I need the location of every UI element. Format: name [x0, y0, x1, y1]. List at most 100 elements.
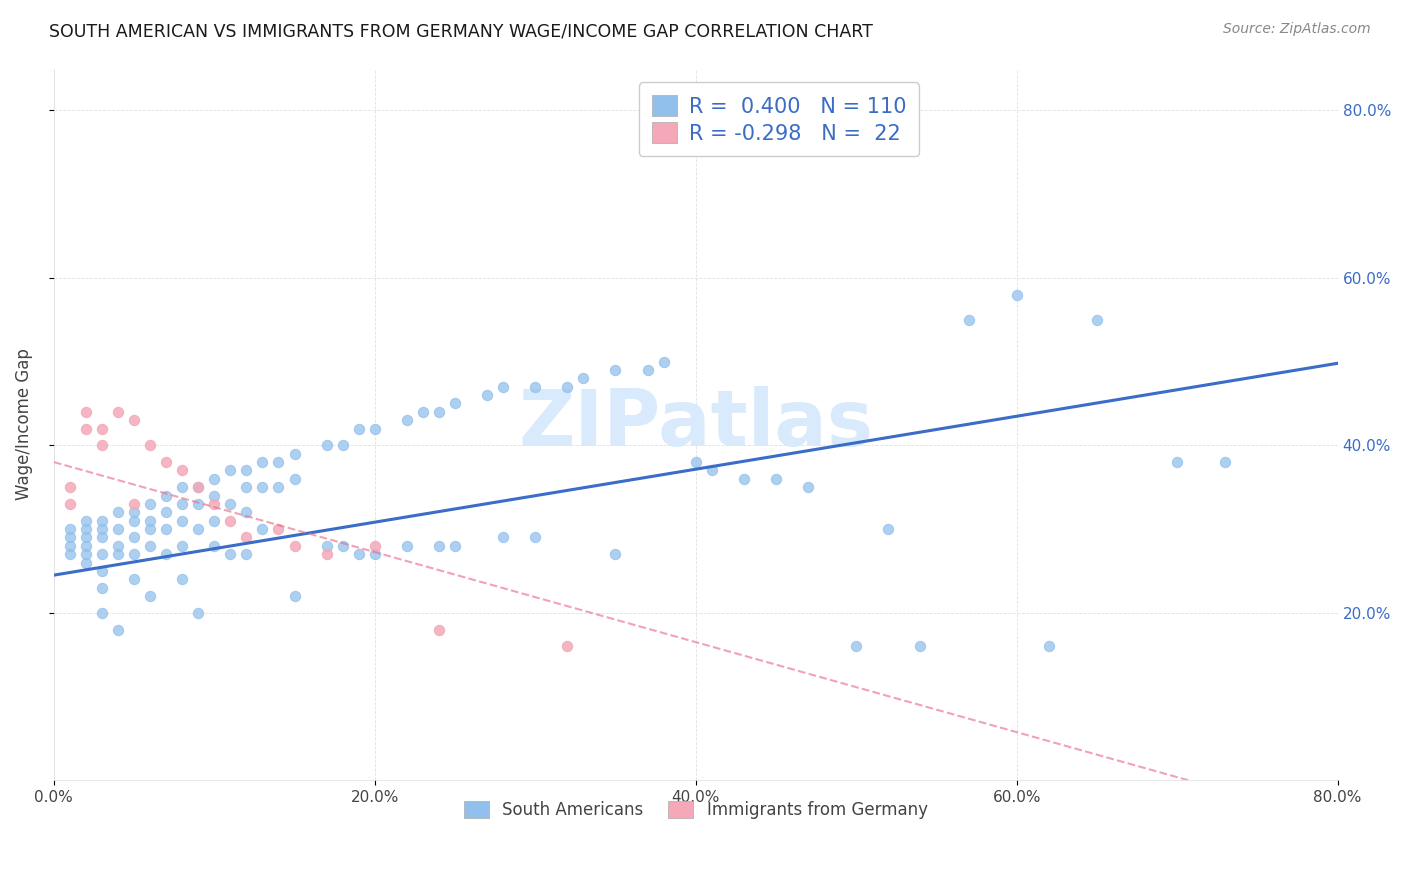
Point	[395, 539, 418, 553]
Point	[122, 572, 145, 586]
Point	[155, 522, 177, 536]
Text: SOUTH AMERICAN VS IMMIGRANTS FROM GERMANY WAGE/INCOME GAP CORRELATION CHART: SOUTH AMERICAN VS IMMIGRANTS FROM GERMAN…	[49, 22, 873, 40]
Point	[235, 480, 257, 494]
Point	[155, 505, 177, 519]
Point	[155, 455, 177, 469]
Point	[283, 589, 305, 603]
Point	[172, 497, 194, 511]
Point	[605, 547, 627, 561]
Point	[845, 640, 868, 654]
Point	[122, 413, 145, 427]
Point	[91, 564, 114, 578]
Point	[524, 380, 547, 394]
Point	[1085, 312, 1108, 326]
Text: Source: ZipAtlas.com: Source: ZipAtlas.com	[1223, 22, 1371, 37]
Point	[267, 455, 290, 469]
Point	[172, 572, 194, 586]
Y-axis label: Wage/Income Gap: Wage/Income Gap	[15, 349, 32, 500]
Point	[395, 413, 418, 427]
Point	[107, 522, 129, 536]
Point	[492, 531, 515, 545]
Point	[172, 539, 194, 553]
Point	[1005, 287, 1028, 301]
Point	[685, 455, 707, 469]
Point	[364, 421, 387, 435]
Point	[235, 505, 257, 519]
Point	[797, 480, 820, 494]
Point	[572, 371, 595, 385]
Point	[91, 421, 114, 435]
Point	[283, 539, 305, 553]
Point	[139, 589, 162, 603]
Point	[1038, 640, 1060, 654]
Point	[412, 405, 434, 419]
Point	[652, 354, 675, 368]
Point	[187, 522, 209, 536]
Point	[155, 547, 177, 561]
Point	[91, 606, 114, 620]
Point	[219, 463, 242, 477]
Point	[187, 480, 209, 494]
Point	[187, 497, 209, 511]
Legend: South Americans, Immigrants from Germany: South Americans, Immigrants from Germany	[457, 794, 935, 825]
Point	[235, 531, 257, 545]
Point	[139, 539, 162, 553]
Point	[252, 522, 274, 536]
Point	[957, 312, 980, 326]
Point	[364, 547, 387, 561]
Point	[59, 522, 82, 536]
Point	[444, 539, 467, 553]
Point	[75, 421, 97, 435]
Point	[283, 447, 305, 461]
Point	[91, 514, 114, 528]
Point	[172, 463, 194, 477]
Point	[122, 514, 145, 528]
Point	[139, 497, 162, 511]
Point	[59, 547, 82, 561]
Point	[332, 539, 354, 553]
Point	[910, 640, 932, 654]
Point	[364, 539, 387, 553]
Point	[75, 522, 97, 536]
Point	[91, 531, 114, 545]
Point	[139, 438, 162, 452]
Point	[492, 380, 515, 394]
Point	[202, 514, 225, 528]
Point	[122, 531, 145, 545]
Point	[219, 514, 242, 528]
Point	[202, 489, 225, 503]
Point	[733, 472, 755, 486]
Point	[252, 455, 274, 469]
Point	[427, 405, 450, 419]
Point	[75, 514, 97, 528]
Point	[235, 463, 257, 477]
Point	[637, 363, 659, 377]
Point	[235, 547, 257, 561]
Point	[1213, 455, 1236, 469]
Point	[107, 405, 129, 419]
Point	[267, 522, 290, 536]
Point	[315, 539, 337, 553]
Point	[1166, 455, 1188, 469]
Point	[187, 606, 209, 620]
Point	[122, 505, 145, 519]
Point	[122, 547, 145, 561]
Point	[139, 514, 162, 528]
Point	[605, 363, 627, 377]
Point	[765, 472, 787, 486]
Point	[75, 531, 97, 545]
Point	[59, 539, 82, 553]
Point	[347, 421, 370, 435]
Point	[219, 547, 242, 561]
Point	[877, 522, 900, 536]
Text: ZIPatlas: ZIPatlas	[519, 386, 873, 462]
Point	[427, 623, 450, 637]
Point	[75, 405, 97, 419]
Point	[107, 539, 129, 553]
Point	[187, 480, 209, 494]
Point	[91, 522, 114, 536]
Point	[75, 539, 97, 553]
Point	[75, 556, 97, 570]
Point	[91, 438, 114, 452]
Point	[315, 438, 337, 452]
